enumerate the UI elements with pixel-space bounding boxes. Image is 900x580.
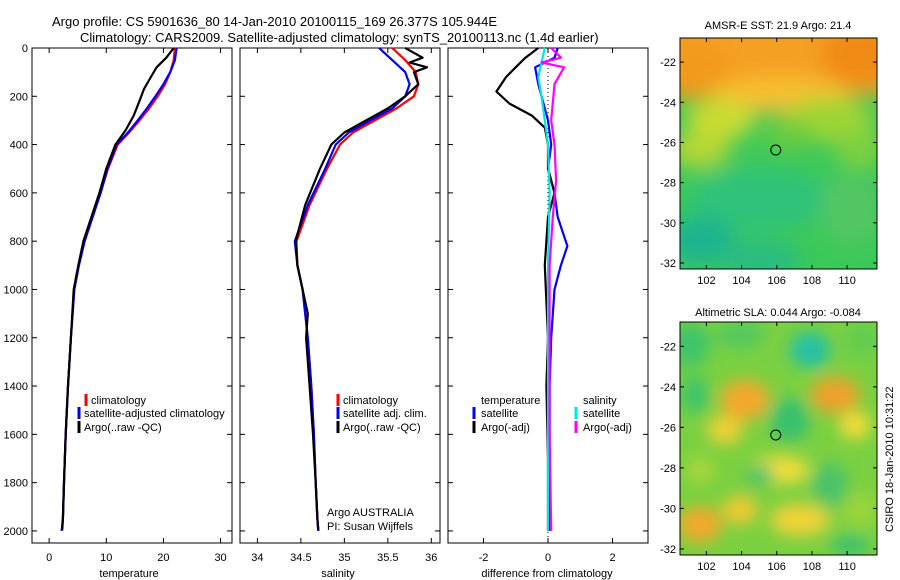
map-x-tick-label: 110 (838, 561, 856, 573)
legend-label-satellite: satellite-adjusted climatology (84, 408, 225, 420)
sst-map-title: AMSR-E SST: 21.9 Argo: 21.4 (705, 20, 852, 32)
temperature-panel: 0 10 20 30 0 200 400 600 800 1000 1200 1400 1600 1800… (4, 43, 233, 580)
map-x-tick-label: 106 (768, 561, 786, 573)
salinity-axes-box (239, 47, 441, 544)
legend-label-climatology: climatology (91, 395, 147, 407)
map-y-tick-label: -30 (660, 218, 676, 230)
map-y-tick-label: -26 (660, 422, 676, 434)
sla-field (680, 322, 877, 555)
map-x-tick-label: 102 (697, 275, 715, 287)
annotation-argo-australia: Argo AUSTRALIA (327, 507, 414, 519)
sla-map-frame (679, 321, 878, 556)
y-tick-label: 600 (10, 188, 28, 200)
sla-map-panel: Altimetric SLA: 0.044 Argo: -0.084 (660, 307, 878, 573)
map-x-tick-label: 106 (768, 275, 786, 287)
x-tick-label: 34.5 (290, 552, 311, 564)
legend-label-climatology: climatology (343, 395, 399, 407)
side-caption: CSIRO 18-Jan-2010 10:31:22 (884, 386, 896, 532)
y-tick-label: 800 (10, 236, 28, 248)
map-y-tick-label: -22 (660, 341, 676, 353)
sst-field (680, 38, 877, 269)
temperature-axes-box (31, 47, 233, 544)
annotation-pi: PI: Susan Wijffels (327, 521, 413, 533)
map-y-tick-label: -24 (660, 382, 676, 394)
map-x-tick-label: 104 (732, 275, 750, 287)
temperature-xlabel: temperature (99, 568, 158, 580)
series-line-argo-raw-qc- (61, 47, 175, 530)
x-tick-label: 0 (46, 552, 52, 564)
difference-xlabel: difference from climatology (481, 568, 613, 580)
argo-float-marker (770, 144, 782, 156)
sst-map-ticks: 102 104 106 108 110 -22 -24 -26 -28 -30 -32 (660, 38, 877, 287)
legend-label-satellite: satellite adj. clim. (343, 408, 427, 420)
map-y-tick-label: -28 (660, 463, 676, 475)
map-y-tick-label: -24 (660, 97, 676, 109)
x-tick-label: 0 (545, 552, 551, 564)
salinity-ticks: 34 34.5 35 35.5 36 (240, 47, 440, 564)
x-tick-label: 35.5 (377, 552, 398, 564)
sla-map-ticks: 102 104 106 108 110 -22 -24 -26 -28 -30 -32 (660, 322, 877, 573)
map-x-tick-label: 108 (803, 561, 821, 573)
map-x-tick-label: 102 (697, 561, 715, 573)
x-tick-label: -2 (479, 552, 489, 564)
legend-label-argo: Argo(..raw -QC) (84, 422, 162, 434)
legend-label-temp-satellite: satellite (481, 408, 518, 420)
map-x-tick-label: 110 (838, 275, 856, 287)
temperature-series (60, 47, 178, 532)
y-tick-label: 1400 (4, 381, 28, 393)
x-tick-label: 36 (425, 552, 437, 564)
map-y-tick-label: -32 (660, 258, 676, 270)
legend-label-sal-satellite: satellite (583, 408, 620, 420)
x-tick-label: 30 (214, 552, 226, 564)
argo-float-marker (770, 429, 782, 441)
series-line-climatology (60, 47, 176, 532)
series-line-satellite-adjusted-climatology (60, 47, 178, 532)
sst-map-panel: AMSR-E SST: 21.9 Argo: 21.4 102 104 106 108… (660, 20, 878, 287)
series-line-satellite-adj-clim- (293, 47, 411, 531)
y-tick-label: 1200 (4, 333, 28, 345)
map-y-tick-label: -30 (660, 503, 676, 515)
sla-map-title: Altimetric SLA: 0.044 Argo: -0.084 (695, 307, 861, 319)
y-tick-label: 1600 (4, 429, 28, 441)
salinity-xlabel: salinity (321, 568, 355, 580)
x-tick-label: 20 (157, 552, 169, 564)
difference-panel: -2 0 2 difference from climatology tempera… (447, 47, 649, 580)
y-tick-label: 2000 (4, 526, 28, 538)
series-line-salinity-satellite (537, 47, 551, 531)
x-tick-label: 35 (338, 552, 350, 564)
x-tick-label: 10 (100, 552, 112, 564)
series-line-salinity-argo-adj- (540, 47, 566, 531)
legend-title-salinity: salinity (583, 395, 617, 407)
difference-legend: temperature satellite Argo(-adj) salinit… (472, 395, 632, 434)
difference-series (495, 47, 569, 531)
x-tick-label: 34 (251, 552, 263, 564)
figure-title-line1: Argo profile: CS 5901636_80 14-Jan-2010 … (52, 14, 497, 29)
legend-label-argo: Argo(..raw -QC) (343, 422, 421, 434)
map-x-tick-label: 108 (803, 275, 821, 287)
y-tick-label: 1000 (4, 284, 28, 296)
map-x-tick-label: 104 (732, 561, 750, 573)
series-line-argo-raw-qc- (294, 47, 429, 530)
figure-title-line2: Climatology: CARS2009. Satellite-adjuste… (80, 30, 599, 45)
y-tick-label: 1800 (4, 478, 28, 490)
map-y-tick-label: -28 (660, 178, 676, 190)
map-y-tick-label: -32 (660, 544, 676, 556)
legend-title-temperature: temperature (481, 395, 540, 407)
x-tick-label: 2 (609, 552, 615, 564)
legend-label-temp-argo: Argo(-adj) (481, 422, 530, 434)
salinity-panel: 34 34.5 35 35.5 36 salinity climatology sate… (239, 47, 441, 580)
sst-map-frame (679, 37, 878, 270)
legend-label-sal-argo: Argo(-adj) (583, 422, 632, 434)
y-tick-label: 0 (22, 43, 28, 55)
y-tick-label: 200 (10, 91, 28, 103)
salinity-series (293, 47, 429, 531)
salinity-legend: climatology satellite adj. clim. Argo(..… (336, 394, 427, 434)
temperature-ticks: 0 10 20 30 0 200 400 600 800 1000 1200 1400 1600 1800… (4, 43, 232, 564)
map-y-tick-label: -26 (660, 137, 676, 149)
map-y-tick-label: -22 (660, 57, 676, 69)
temperature-legend: climatology satellite-adjusted climatolo… (77, 394, 225, 434)
y-tick-label: 400 (10, 140, 28, 152)
